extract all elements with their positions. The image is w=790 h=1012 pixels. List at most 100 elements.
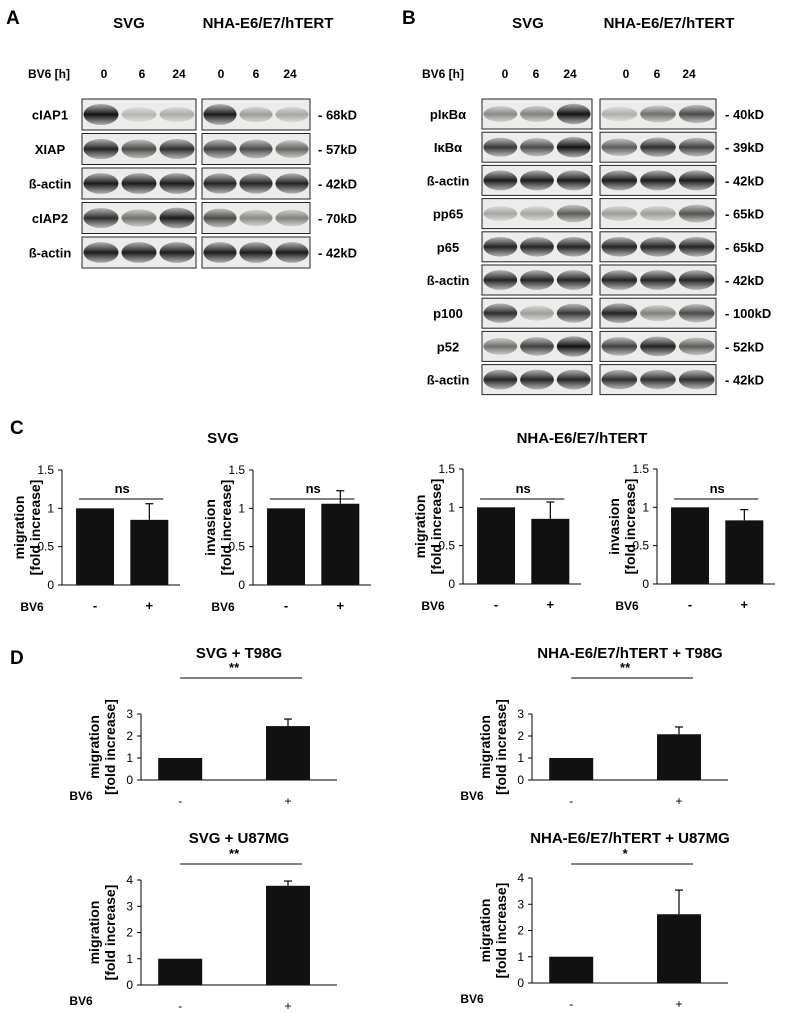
panel-b-protein-label-7: p52 xyxy=(437,339,459,354)
y-tick-label: 2 xyxy=(517,729,524,743)
y-tick-label: 2 xyxy=(126,729,133,743)
y-axis-label-line: migration xyxy=(86,715,102,779)
y-axis-label-line: [fold increase] xyxy=(493,699,509,795)
category-label: - xyxy=(688,597,692,612)
panel-b-band-0-0-1 xyxy=(520,105,554,123)
panel-a-band-1-1-2 xyxy=(275,140,309,158)
y-tick-label: 0.5 xyxy=(632,539,649,553)
bar xyxy=(477,507,516,584)
y-tick-label: 1 xyxy=(517,950,524,964)
panel-b-band-2-1-1 xyxy=(640,170,676,191)
panel-a-band-1-0-0 xyxy=(83,138,119,160)
y-axis-label-line: migration xyxy=(86,901,102,965)
panel-b-band-0-0-2 xyxy=(556,103,591,125)
y-axis-label-line: [fold increase] xyxy=(493,883,509,979)
y-tick-label: 0.5 xyxy=(37,540,54,554)
panel-b-band-5-0-1 xyxy=(520,270,554,290)
bv6-label: BV6 xyxy=(20,600,44,614)
panel-a-size-label-2: - 42kD xyxy=(318,177,357,192)
y-tick-label: 1.5 xyxy=(632,462,649,476)
panel-b-band-5-0-0 xyxy=(483,270,518,290)
panel-a-band-0-1-1 xyxy=(239,106,273,123)
panel-a-band-0-0-2 xyxy=(159,107,195,122)
panel-a-band-0-0-0 xyxy=(83,103,119,126)
y-tick-label: 0.5 xyxy=(438,539,455,553)
panel-b-band-3-1-0 xyxy=(601,206,638,222)
category-label: + xyxy=(675,997,682,1011)
panel-b-band-8-0-1 xyxy=(520,369,554,390)
category-label: - xyxy=(93,598,97,613)
panel-b-size-label-3: - 65kD xyxy=(725,207,764,222)
y-tick-label: 1 xyxy=(517,751,524,765)
panel-b-band-6-1-0 xyxy=(601,303,638,324)
y-axis-label: migration[fold increase] xyxy=(86,699,118,795)
panel-b-time-0b: 0 xyxy=(623,67,630,81)
bar xyxy=(549,758,594,780)
panel-b-group-nha: NHA-E6/E7/hTERT xyxy=(604,15,735,32)
panel-a-band-4-0-2 xyxy=(159,242,195,263)
panel-b-band-2-0-1 xyxy=(520,170,554,191)
significance-label: ** xyxy=(229,846,240,861)
y-tick-label: 0 xyxy=(517,773,524,787)
panel-b-band-7-0-0 xyxy=(483,338,518,355)
y-tick-label: 0.5 xyxy=(228,540,245,554)
y-axis-label-line: [fold increase] xyxy=(102,699,118,795)
significance-label: ns xyxy=(306,481,321,496)
panel-a-time-6b: 6 xyxy=(253,67,260,81)
significance-label: ns xyxy=(516,481,531,496)
panel-b-band-4-0-1 xyxy=(520,236,554,257)
panel-a-protein-label-2: ß-actin xyxy=(29,177,72,192)
panel-a-band-2-0-2 xyxy=(159,173,195,194)
panel-b-band-6-0-2 xyxy=(556,303,591,323)
panel-b-protein-label-6: p100 xyxy=(433,306,463,321)
panel-a-band-1-0-2 xyxy=(159,139,195,159)
chart-7: NHA-E6/E7/hTERT + U87MG 0 1 2 3 4 migration[fo… xyxy=(460,830,729,1011)
bar xyxy=(266,885,310,985)
y-tick-label: 0 xyxy=(47,578,54,592)
y-axis-label: migration[fold increase] xyxy=(86,885,118,981)
bar xyxy=(158,958,203,985)
panel-a-band-4-1-1 xyxy=(239,242,273,263)
bv6-label: BV6 xyxy=(69,789,93,803)
panel-b-band-4-0-2 xyxy=(556,236,591,257)
category-label: + xyxy=(146,598,154,613)
panel-b-band-4-1-2 xyxy=(678,236,715,257)
panel-a-band-1-1-1 xyxy=(239,139,273,159)
chart-4: SVG + T98G 0 1 2 3 migration[fold increase] - +… xyxy=(69,645,337,808)
panel-a-protein-label-3: cIAP2 xyxy=(32,211,68,226)
y-axis-label: migration[fold increase] xyxy=(477,699,509,795)
panel-a-band-4-1-0 xyxy=(203,242,237,263)
panel-b-band-0-1-2 xyxy=(678,104,715,124)
panel-b-time-6: 6 xyxy=(533,67,540,81)
panel-a-band-3-0-2 xyxy=(159,207,195,229)
panel-b-band-6-0-1 xyxy=(520,305,554,321)
panel-a-band-2-1-0 xyxy=(203,173,237,194)
chart-6: SVG + U87MG 0 1 2 3 4 migration[fold increase]… xyxy=(69,830,337,1012)
y-tick-label: 1 xyxy=(126,952,133,966)
panel-b-protein-label-8: ß-actin xyxy=(427,373,470,388)
panel-a-band-2-0-0 xyxy=(83,173,119,194)
panel-b-protein-label-2: ß-actin xyxy=(427,173,470,188)
panel-a-group-nha: NHA-E6/E7/hTERT xyxy=(203,15,334,32)
y-axis-label-line: [fold increase] xyxy=(428,479,444,575)
chart-3: 0 0.5 1 1.5 invasion[fold increase] - + ns BV6 xyxy=(606,462,775,613)
y-tick-label: 0 xyxy=(126,773,133,787)
panel-a-band-3-1-0 xyxy=(203,208,237,228)
panel-b-time-24b: 24 xyxy=(682,67,696,81)
bar xyxy=(158,758,203,780)
panel-b-protein-label-0: pIκBα xyxy=(430,107,466,122)
category-label: + xyxy=(741,597,749,612)
panel-b-band-8-1-0 xyxy=(601,369,638,390)
chart-title: SVG + U87MG xyxy=(189,830,289,847)
panel-b-group-svg: SVG xyxy=(512,15,544,32)
panel-b-size-label-2: - 42kD xyxy=(725,173,764,188)
panel-b-size-label-1: - 39kD xyxy=(725,140,764,155)
bar xyxy=(321,503,360,585)
y-tick-label: 1 xyxy=(47,501,54,515)
y-tick-label: 4 xyxy=(126,873,133,887)
significance-label: ns xyxy=(115,481,130,496)
panel-b-band-7-1-2 xyxy=(678,337,715,356)
panel-a-size-label-1: - 57kD xyxy=(318,142,357,157)
bar xyxy=(266,726,310,780)
